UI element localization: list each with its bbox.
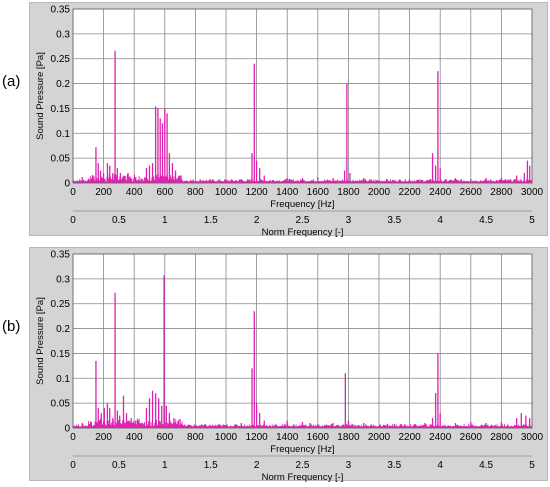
x2-tick-label: 4 [437, 460, 443, 471]
y-tick-label: 0.05 [51, 399, 71, 410]
y-tick-label: 0.15 [51, 349, 71, 360]
x-tick-label: 1200 [245, 432, 268, 443]
x-tick-label: 400 [126, 187, 143, 198]
y-tick-label: 0.1 [56, 374, 70, 385]
y-tick-label: 0 [64, 179, 70, 190]
x-tick-label: 1800 [337, 187, 360, 198]
y-tick-label: 0.3 [56, 274, 70, 285]
x-tick-label: 1800 [337, 432, 360, 443]
x-tick-label: 3000 [521, 187, 544, 198]
spectrum-chart-b: 0 0.05 0.1 0.15 0.2 0.25 0.3 0.35 0 200 400 600 800 1… [35, 250, 544, 484]
x-tick-label: 800 [187, 187, 204, 198]
y-tick-label: 0.15 [51, 104, 71, 115]
y-tick-label: 0.25 [51, 299, 71, 310]
spectrum-chart-a: 0 0.05 0.1 0.15 0.2 0.25 0.3 0.35 0 200 400 600 800 1… [35, 5, 544, 239]
plot-border [72, 8, 533, 184]
x-tick-label: 2000 [368, 187, 391, 198]
x-tick-label: 2000 [368, 432, 391, 443]
x2-tick-label: 4.5 [479, 460, 493, 471]
x-tick-label: 2400 [429, 432, 452, 443]
x-tick-label: 200 [95, 187, 112, 198]
x-tick-label: 1000 [215, 187, 238, 198]
x-tick-label: 2600 [460, 432, 483, 443]
x-tick-label: 200 [95, 432, 112, 443]
x-tick-label: 1600 [307, 187, 330, 198]
chart-panel-b: 0 0.05 0.1 0.15 0.2 0.25 0.3 0.35 0 200 400 600 800 1… [29, 247, 548, 484]
x-tick-label: 600 [156, 432, 173, 443]
x2-tick-label: 1 [162, 460, 168, 471]
y-tick-label: 0.3 [56, 29, 70, 40]
x-tick-label: 1000 [215, 432, 238, 443]
x2-tick-label: 0.5 [112, 215, 126, 226]
x2-tick-label: 0 [70, 215, 76, 226]
x-tick-label: 3000 [521, 432, 544, 443]
x-tick-label: 800 [187, 432, 204, 443]
y-tick-label: 0.2 [56, 79, 70, 90]
x-tick-label: 2400 [429, 187, 452, 198]
y-tick-label: 0.35 [51, 5, 71, 16]
y-tick-label: 0.35 [51, 250, 71, 261]
x2-tick-label: 1.5 [204, 460, 218, 471]
x-tick-label: 2600 [460, 187, 483, 198]
x-tick-label: 1200 [245, 187, 268, 198]
x-tick-label: 1600 [307, 432, 330, 443]
x-tick-label: 2800 [490, 187, 513, 198]
x-tick-label: 0 [70, 432, 76, 443]
y-tick-label: 0.05 [51, 154, 71, 165]
x2-tick-label: 3.5 [387, 460, 401, 471]
x2-tick-label: 0.5 [112, 460, 126, 471]
x-axis-title: Frequency [Hz] [270, 444, 334, 455]
panel-label-a: (a) [2, 73, 21, 90]
x-tick-label: 400 [126, 432, 143, 443]
plot-border [72, 253, 533, 429]
x2-tick-label: 0 [70, 460, 76, 471]
y-tick-label: 0.25 [51, 54, 71, 65]
y-axis-title: Sound Pressure [Pa] [35, 297, 46, 385]
x-tick-label: 2200 [398, 432, 421, 443]
x2-tick-label: 3 [346, 460, 352, 471]
x2-tick-label: 2 [254, 460, 260, 471]
x2-tick-label: 4.5 [479, 215, 493, 226]
y-tick-label: 0.2 [56, 324, 70, 335]
x-tick-label: 2200 [398, 187, 421, 198]
panel-label-b: (b) [2, 318, 21, 335]
x2-axis-title: Norm Frequency [-] [262, 227, 344, 238]
x-tick-label: 1400 [276, 432, 299, 443]
x2-tick-label: 4 [437, 215, 443, 226]
y-tick-label: 0 [64, 424, 70, 435]
x2-tick-label: 2 [254, 215, 260, 226]
x2-tick-label: 5 [529, 460, 535, 471]
x2-tick-label: 3.5 [387, 215, 401, 226]
y-axis-title: Sound Pressure [Pa] [35, 52, 46, 140]
x2-tick-label: 2.5 [296, 215, 310, 226]
x2-tick-label: 1.5 [204, 215, 218, 226]
plot-area [73, 9, 532, 183]
x-tick-label: 2800 [490, 432, 513, 443]
x2-tick-label: 3 [346, 215, 352, 226]
x-tick-label: 0 [70, 187, 76, 198]
x2-tick-label: 1 [162, 215, 168, 226]
x2-tick-label: 5 [529, 215, 535, 226]
x-tick-label: 600 [156, 187, 173, 198]
chart-panel-a: 0 0.05 0.1 0.15 0.2 0.25 0.3 0.35 0 200 400 600 800 1… [29, 2, 548, 239]
x2-axis-title: Norm Frequency [-] [262, 472, 344, 483]
y-tick-label: 0.1 [56, 129, 70, 140]
x2-tick-label: 2.5 [296, 460, 310, 471]
plot-area [73, 254, 532, 428]
x-axis-title: Frequency [Hz] [270, 199, 334, 210]
x-tick-label: 1400 [276, 187, 299, 198]
